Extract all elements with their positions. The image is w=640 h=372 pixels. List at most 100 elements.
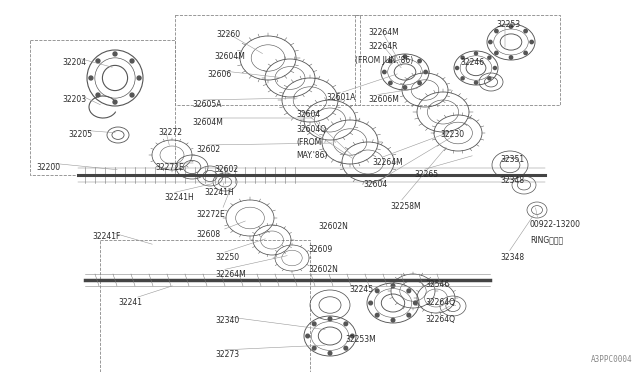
Circle shape (376, 289, 379, 293)
Text: 00922-13200: 00922-13200 (530, 220, 581, 229)
Circle shape (418, 81, 421, 84)
Circle shape (407, 313, 411, 317)
Circle shape (96, 93, 100, 97)
Circle shape (461, 77, 464, 80)
Text: 32246: 32246 (460, 58, 484, 67)
Text: 32604Q: 32604Q (296, 125, 326, 134)
Circle shape (369, 301, 372, 305)
Text: 32253M: 32253M (345, 335, 376, 344)
Circle shape (388, 81, 392, 84)
Text: 32348: 32348 (500, 176, 524, 185)
Circle shape (328, 317, 332, 321)
Circle shape (130, 93, 134, 97)
Text: 32264M: 32264M (215, 270, 246, 279)
Text: 32230: 32230 (440, 130, 464, 139)
Text: 32264M: 32264M (368, 28, 399, 37)
Text: 32604M: 32604M (214, 52, 245, 61)
Text: 32602: 32602 (196, 145, 220, 154)
Text: 32272E: 32272E (155, 163, 184, 172)
Circle shape (376, 313, 379, 317)
Text: MAY.'86): MAY.'86) (296, 151, 328, 160)
Circle shape (524, 29, 527, 33)
Text: 32602N: 32602N (308, 265, 338, 274)
Circle shape (328, 352, 332, 355)
Circle shape (407, 289, 411, 293)
Circle shape (509, 25, 513, 28)
Circle shape (456, 67, 459, 70)
Circle shape (488, 77, 491, 80)
Text: 32245: 32245 (349, 285, 373, 294)
Circle shape (413, 301, 417, 305)
Circle shape (306, 334, 310, 338)
Text: 32264Q: 32264Q (425, 298, 455, 307)
Text: 32606: 32606 (207, 70, 231, 79)
Circle shape (461, 56, 464, 59)
Text: 32264R: 32264R (368, 42, 397, 51)
Circle shape (383, 70, 386, 74)
Text: 32340: 32340 (215, 316, 239, 325)
Circle shape (489, 40, 492, 44)
Text: 32264M: 32264M (372, 158, 403, 167)
Text: 32608: 32608 (196, 230, 220, 239)
Text: 32351: 32351 (500, 155, 524, 164)
Circle shape (391, 318, 395, 322)
Text: 32264Q: 32264Q (425, 315, 455, 324)
Text: 32602N: 32602N (318, 222, 348, 231)
Circle shape (495, 29, 498, 33)
Circle shape (495, 51, 498, 55)
Text: 32348: 32348 (500, 253, 524, 262)
Text: 32606M: 32606M (368, 95, 399, 104)
Text: RINGリング: RINGリング (530, 235, 563, 244)
Circle shape (96, 59, 100, 63)
Circle shape (493, 67, 497, 70)
Text: 32241F: 32241F (92, 232, 120, 241)
Text: 32609: 32609 (308, 245, 332, 254)
Text: 32602: 32602 (214, 165, 238, 174)
Text: 32241H: 32241H (204, 188, 234, 197)
Circle shape (130, 59, 134, 63)
Circle shape (391, 284, 395, 288)
Circle shape (509, 56, 513, 59)
Text: 32272: 32272 (158, 128, 182, 137)
Text: A3PPC0004: A3PPC0004 (590, 355, 632, 364)
Text: 32204: 32204 (62, 58, 86, 67)
Circle shape (312, 322, 316, 326)
Text: 32604M: 32604M (192, 118, 223, 127)
Text: 32253: 32253 (496, 20, 520, 29)
Text: 32273: 32273 (215, 350, 239, 359)
Text: 32604: 32604 (296, 110, 320, 119)
Text: 32605A: 32605A (192, 100, 221, 109)
Text: 32250: 32250 (215, 253, 239, 262)
Text: 32272E: 32272E (196, 210, 225, 219)
Circle shape (344, 322, 348, 326)
Text: 32604: 32604 (363, 180, 387, 189)
Circle shape (113, 100, 117, 104)
Circle shape (418, 60, 421, 63)
Text: 32601A: 32601A (326, 93, 355, 102)
Circle shape (403, 55, 406, 58)
Circle shape (424, 70, 428, 74)
Circle shape (488, 56, 491, 59)
Text: 32265: 32265 (414, 170, 438, 179)
Text: (FROM JUN.'86): (FROM JUN.'86) (355, 56, 413, 65)
Circle shape (530, 40, 533, 44)
Circle shape (351, 334, 354, 338)
Text: 32205: 32205 (68, 130, 92, 139)
Circle shape (344, 346, 348, 350)
Text: 32260: 32260 (216, 30, 240, 39)
Text: 32546: 32546 (425, 280, 449, 289)
Circle shape (89, 76, 93, 80)
Text: 32241H: 32241H (164, 193, 194, 202)
Circle shape (474, 52, 477, 55)
Circle shape (312, 346, 316, 350)
Circle shape (403, 86, 406, 89)
Text: 32241: 32241 (118, 298, 142, 307)
Circle shape (113, 52, 117, 56)
Circle shape (524, 51, 527, 55)
Circle shape (388, 60, 392, 63)
Text: 32200: 32200 (36, 163, 60, 172)
Text: 32258M: 32258M (390, 202, 420, 211)
Text: 32203: 32203 (62, 95, 86, 104)
Circle shape (474, 81, 477, 84)
Circle shape (137, 76, 141, 80)
